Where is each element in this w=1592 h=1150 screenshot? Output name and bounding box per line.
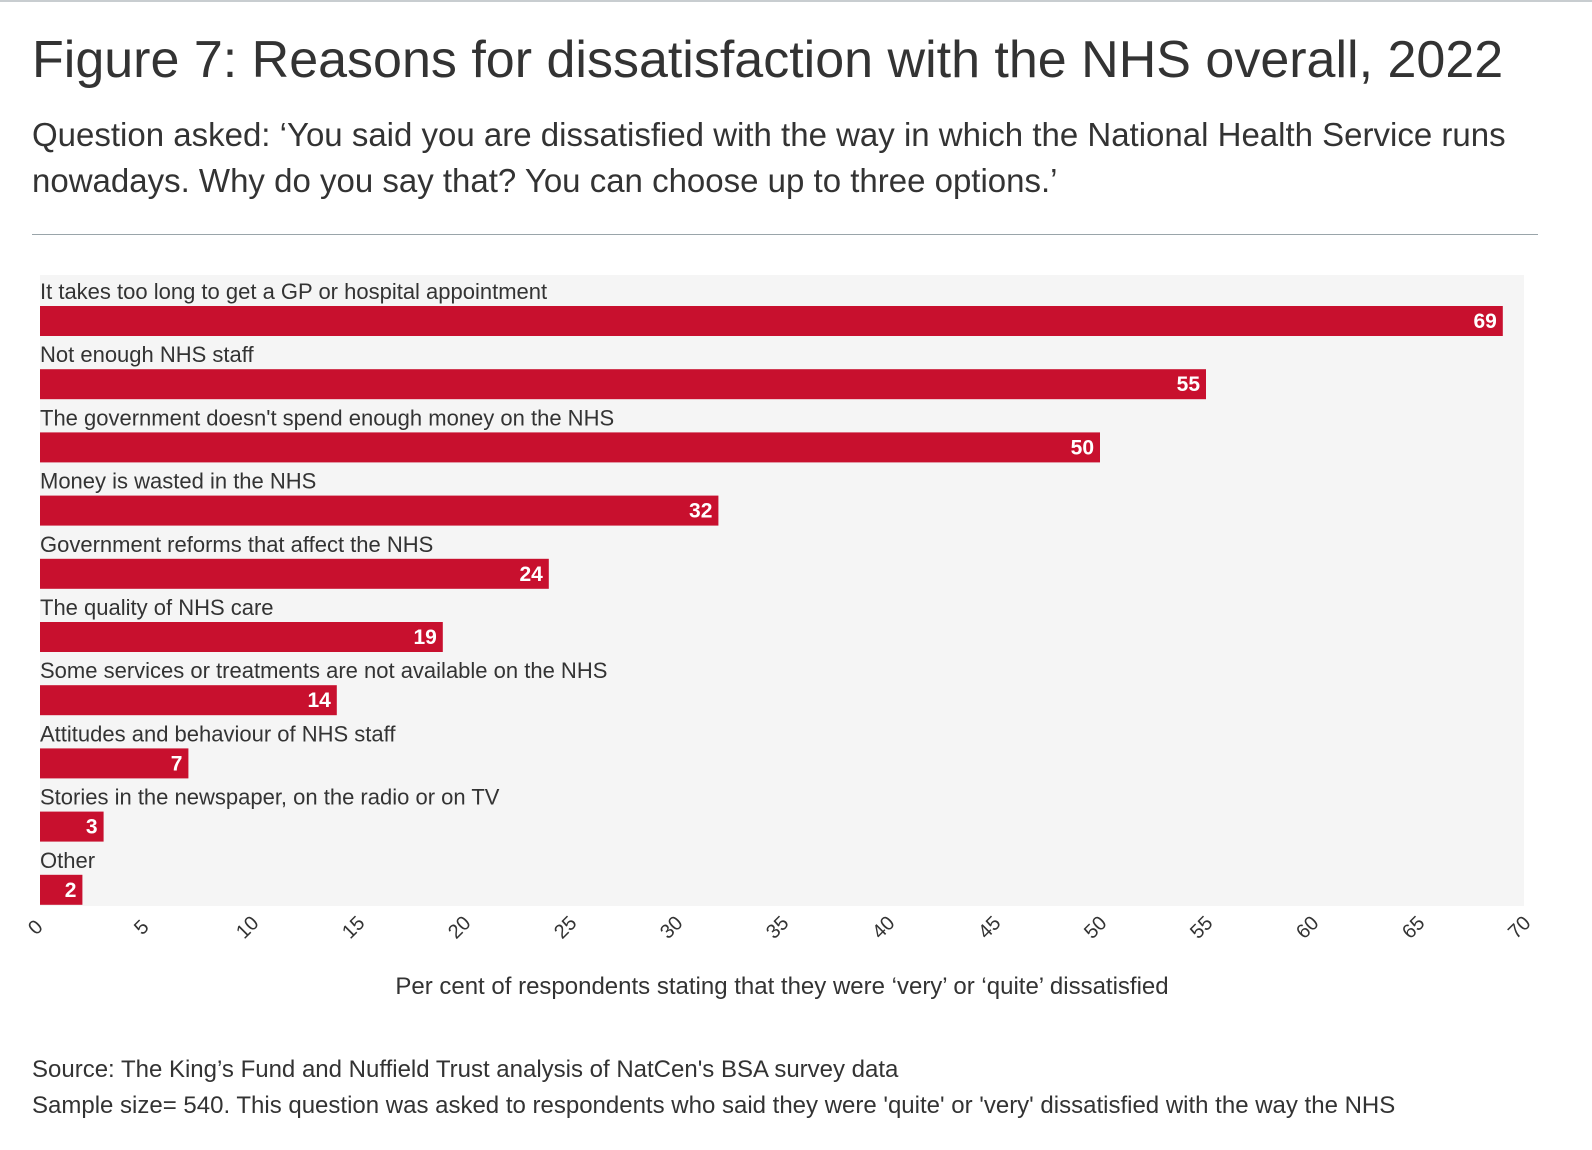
bar-value-label: 7 — [171, 752, 183, 775]
bar-value-label: 14 — [307, 689, 331, 712]
chart-subtitle: Question asked: ‘You said you are dissat… — [32, 116, 1506, 199]
x-axis-label: Per cent of respondents stating that the… — [395, 973, 1169, 1000]
source-notes: Source: The King’s Fund and Nuffield Tru… — [32, 1052, 1552, 1124]
category-label: It takes too long to get a GP or hospita… — [40, 279, 547, 304]
x-tick-label: 60 — [1292, 912, 1323, 943]
x-tick-label: 10 — [232, 912, 263, 943]
category-label: Attitudes and behaviour of NHS staff — [40, 721, 396, 746]
x-tick-label: 65 — [1398, 912, 1429, 943]
bar-value-label: 55 — [1177, 373, 1201, 396]
bar-value-label: 32 — [689, 500, 712, 523]
bar — [40, 748, 189, 779]
bar — [40, 495, 719, 526]
category-label: The government doesn't spend enough mone… — [40, 405, 614, 430]
x-tick-label: 30 — [656, 912, 687, 943]
bar — [40, 685, 337, 716]
x-tick-label: 35 — [762, 912, 793, 943]
x-tick-label: 20 — [444, 912, 475, 943]
category-label: Other — [40, 848, 95, 873]
bar-value-label: 50 — [1071, 436, 1094, 459]
bars-group: It takes too long to get a GP or hospita… — [40, 279, 1503, 905]
category-label: Government reforms that affect the NHS — [40, 532, 433, 557]
bar-value-label: 24 — [519, 563, 543, 586]
bar-value-label: 2 — [65, 879, 77, 902]
x-tick-label: 25 — [550, 912, 581, 943]
bar — [40, 369, 1206, 400]
x-tick-label: 50 — [1080, 912, 1111, 943]
x-tick-label: 45 — [974, 912, 1005, 943]
bar — [40, 811, 104, 842]
bar — [40, 558, 549, 589]
x-tick-label: 70 — [1504, 912, 1535, 943]
x-tick-label: 0 — [24, 916, 47, 939]
x-tick-label: 55 — [1186, 912, 1217, 943]
header-divider — [32, 234, 1538, 235]
bar-value-label: 3 — [86, 816, 98, 839]
top-rule — [0, 0, 1592, 2]
category-label: Some services or treatments are not avai… — [40, 658, 607, 683]
chart-title: Figure 7: Reasons for dissatisfaction wi… — [32, 31, 1504, 89]
category-label: Not enough NHS staff — [40, 342, 254, 367]
bar — [40, 622, 443, 652]
bar-chart: It takes too long to get a GP or hospita… — [24, 275, 1535, 943]
category-label: Stories in the newspaper, on the radio o… — [40, 785, 500, 810]
x-tick-label: 15 — [338, 912, 369, 943]
bar-value-label: 19 — [413, 626, 436, 649]
bar — [40, 874, 83, 905]
x-tick-label: 5 — [130, 916, 153, 939]
x-axis-ticks: 0 5 10 15 20 25 30 35 40 45 50 55 60 65 70 — [24, 912, 1535, 943]
x-tick-label: 40 — [868, 912, 899, 943]
category-label: The quality of NHS care — [40, 595, 274, 620]
bar — [40, 306, 1503, 336]
source-text: Source: The King’s Fund and Nuffield Tru… — [32, 1056, 899, 1083]
sample-size-note: Sample size= 540. This question was aske… — [32, 1092, 1396, 1119]
bar-value-label: 69 — [1473, 310, 1496, 333]
bar — [40, 432, 1100, 463]
category-label: Money is wasted in the NHS — [40, 469, 316, 494]
